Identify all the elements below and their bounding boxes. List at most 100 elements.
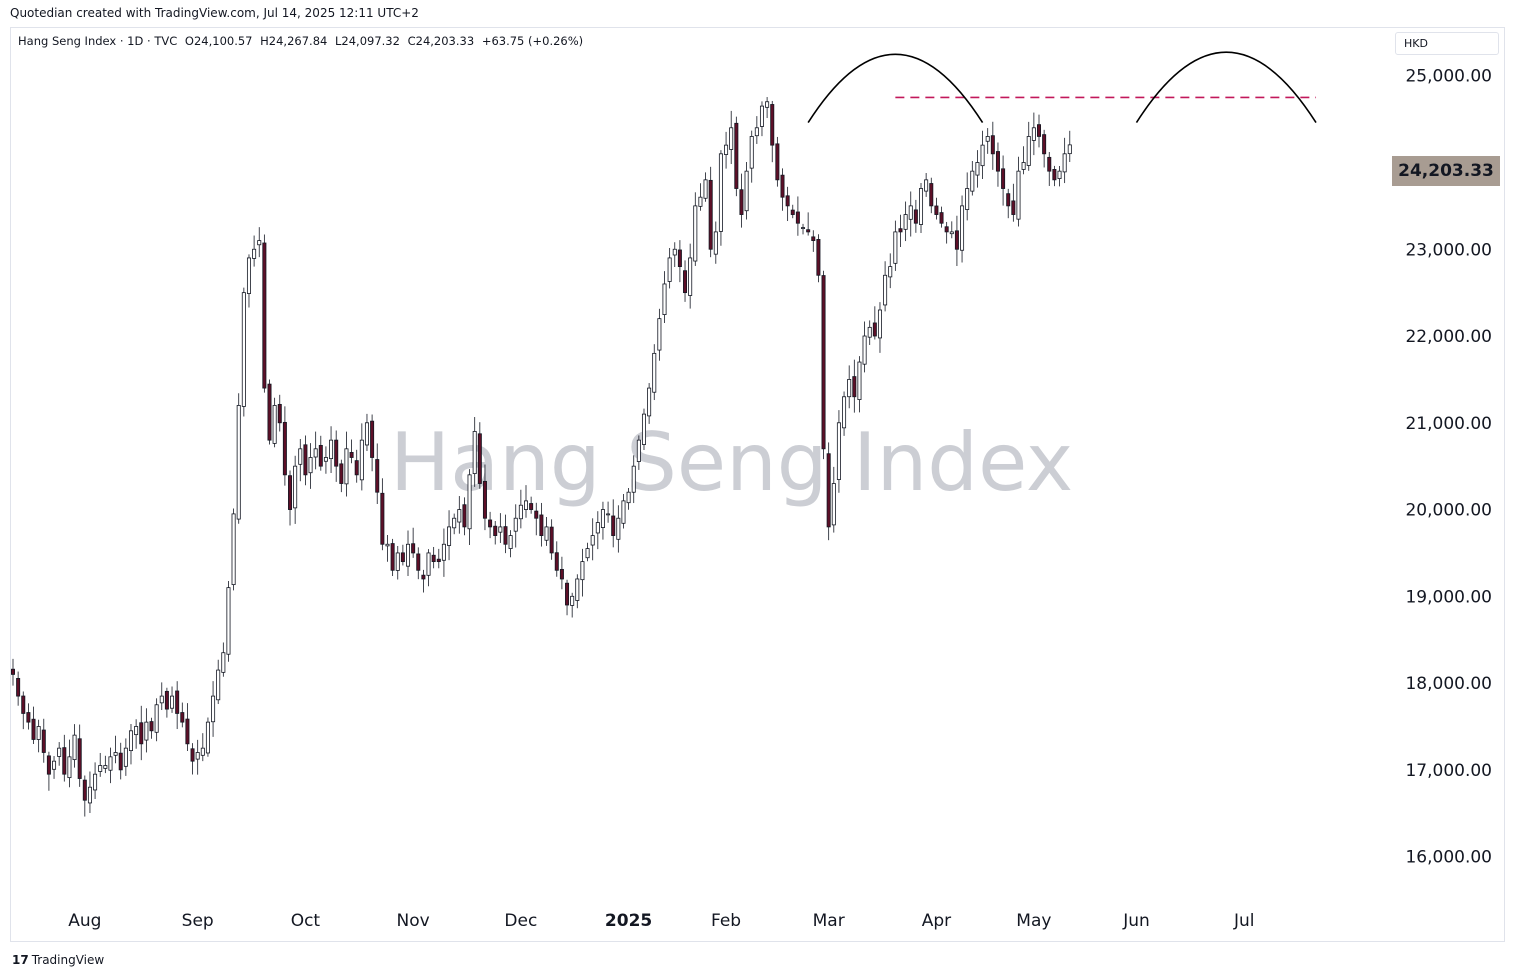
- candle-body: [482, 480, 487, 519]
- candle-body: [272, 405, 277, 444]
- candle-body: [913, 209, 918, 224]
- candle-body: [539, 514, 544, 536]
- candle-body: [128, 730, 133, 752]
- y-tick-label: 25,000.00: [1405, 67, 1492, 87]
- candle-body: [375, 459, 380, 493]
- legend-high: H24,267.84: [260, 34, 328, 48]
- candle-body: [411, 543, 416, 554]
- candle-body: [877, 309, 882, 339]
- candle-body: [960, 205, 965, 251]
- legend-symbol[interactable]: Hang Seng Index · 1D · TVC: [18, 34, 178, 48]
- rounded-top-arc-1: [807, 53, 984, 124]
- candle-body: [349, 452, 354, 458]
- candle-body: [1031, 127, 1036, 141]
- symbol-legend: Hang Seng Index · 1D · TVC O24,100.57 H2…: [18, 34, 587, 48]
- candle-body: [616, 517, 621, 540]
- candle-body: [267, 383, 272, 441]
- candle-body: [380, 492, 385, 545]
- candle-body: [1026, 136, 1031, 166]
- candle-body: [821, 275, 826, 450]
- candle-body: [447, 526, 452, 546]
- candle-body: [108, 756, 113, 771]
- candle-body: [1011, 200, 1016, 215]
- candle-body: [544, 526, 549, 541]
- candle-body: [749, 136, 754, 169]
- candle-body: [154, 704, 159, 733]
- chart-frame: [10, 27, 1505, 942]
- currency-selector[interactable]: HKD: [1395, 32, 1499, 55]
- candle-body: [1042, 134, 1047, 155]
- tradingview-logo-icon: 17: [12, 953, 29, 967]
- candle-body: [431, 554, 436, 563]
- candle-body: [190, 748, 195, 762]
- candle-body: [354, 460, 359, 476]
- candle-body: [118, 752, 123, 771]
- candle-body: [211, 695, 216, 723]
- candle-body: [693, 205, 698, 262]
- candle-body: [1016, 170, 1021, 220]
- candle-body: [939, 212, 944, 224]
- candle-body: [246, 257, 251, 294]
- legend-close: C24,203.33: [407, 34, 475, 48]
- candle-body: [164, 690, 169, 710]
- candle-body: [883, 274, 888, 306]
- candle-body: [862, 335, 867, 365]
- y-tick-label: 18,000.00: [1405, 674, 1492, 694]
- candle-body: [1037, 124, 1042, 137]
- candle-body: [241, 292, 246, 407]
- candle-body: [611, 515, 616, 536]
- x-tick-label: 2025: [605, 911, 652, 931]
- candle-body: [631, 465, 636, 493]
- candle-body: [82, 779, 87, 801]
- candle-body: [806, 229, 811, 233]
- y-tick-label: 22,000.00: [1405, 327, 1492, 347]
- candle-body: [739, 189, 744, 215]
- candle-body: [985, 136, 990, 142]
- last-price-label: 24,203.33: [1392, 156, 1500, 186]
- candle-body: [944, 226, 949, 233]
- candle-body: [965, 188, 970, 210]
- candle-body: [795, 211, 800, 224]
- candle-body: [698, 196, 703, 207]
- candle-body: [231, 513, 236, 586]
- candle-body: [1057, 170, 1062, 179]
- candle-body: [888, 266, 893, 278]
- x-tick-label: Apr: [922, 911, 951, 931]
- candle-body: [641, 413, 646, 445]
- y-tick-label: 16,000.00: [1405, 848, 1492, 868]
- candle-body: [529, 503, 534, 510]
- candle-body: [318, 444, 323, 467]
- candle-body: [672, 248, 677, 256]
- y-tick-label: 21,000.00: [1405, 414, 1492, 434]
- candle-body: [744, 170, 749, 212]
- candle-body: [123, 747, 128, 767]
- legend-change: +63.75 (+0.26%): [481, 34, 584, 48]
- candle-body: [200, 747, 205, 756]
- y-tick-label: 17,000.00: [1405, 761, 1492, 781]
- candle-body: [724, 144, 729, 155]
- candle-body: [780, 174, 785, 198]
- candle-body: [688, 257, 693, 296]
- candle-body: [67, 756, 72, 779]
- candle-body: [836, 422, 841, 480]
- candle-body: [426, 552, 431, 576]
- candle-body: [436, 558, 441, 563]
- candle-body: [36, 726, 41, 740]
- candle-body: [708, 179, 713, 250]
- candle-body: [395, 552, 400, 571]
- candle-body: [457, 509, 462, 523]
- candle-body: [57, 747, 62, 757]
- candle-body: [159, 695, 164, 704]
- candle-body: [565, 582, 570, 606]
- candle-body: [842, 396, 847, 429]
- candle-body: [52, 760, 57, 770]
- candle-body: [662, 283, 667, 315]
- footer-brand: TradingView: [31, 953, 105, 967]
- candle-body: [919, 188, 924, 225]
- candle-body: [775, 143, 780, 181]
- candle-body: [570, 595, 575, 606]
- candle-body: [103, 765, 108, 769]
- candle-body: [205, 721, 210, 754]
- candle-body: [406, 543, 411, 567]
